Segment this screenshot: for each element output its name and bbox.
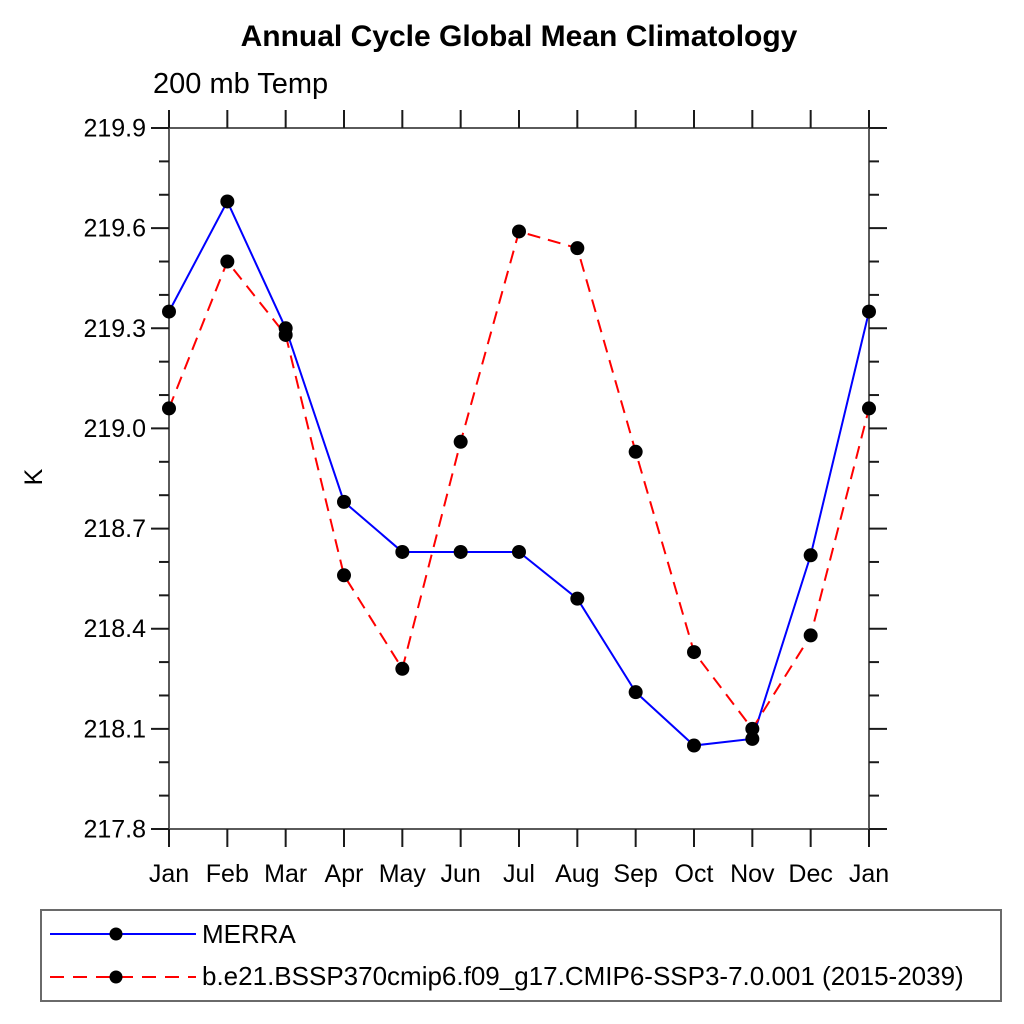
- x-tick-label: Jan: [849, 860, 889, 888]
- model-data-point: [862, 401, 876, 416]
- x-tick-label: Apr: [325, 860, 364, 888]
- legend-label-merra: MERRA: [202, 918, 296, 949]
- chart-title: Annual Cycle Global Mean Climatology: [240, 20, 798, 53]
- merra-data-point: [162, 304, 176, 319]
- model-data-point: [395, 661, 410, 676]
- model-data-point: [570, 241, 585, 256]
- merra-data-point: [337, 494, 351, 509]
- model-data-point: [745, 721, 760, 736]
- model-data-point: [278, 327, 293, 342]
- y-tick-label: 219.9: [83, 115, 146, 143]
- y-tick-label: 218.7: [83, 515, 146, 543]
- x-tick-label: Nov: [730, 860, 775, 888]
- merra-data-point: [745, 731, 760, 746]
- x-tick-label: Jan: [149, 860, 189, 888]
- chart-subtitle: 200 mb Temp: [153, 68, 329, 100]
- model-line: [168, 230, 870, 731]
- merra-line-swatch: [50, 927, 196, 941]
- y-tick-label: 219.3: [83, 315, 146, 343]
- x-tick-label: Jul: [503, 860, 535, 888]
- x-tick-label: Dec: [788, 860, 832, 888]
- x-tick-label: Jun: [441, 860, 481, 888]
- model-swatch-marker-icon: [109, 970, 123, 984]
- merra-data-point: [628, 685, 643, 700]
- merra-data-point: [687, 738, 701, 753]
- legend-item-model: b.e21.BSSP370cmip6.f09_g17.CMIP6-SSP3-7.…: [48, 958, 994, 997]
- model-line-swatch: [50, 970, 196, 984]
- model-data-point: [803, 628, 818, 643]
- y-tick-label: 219.6: [83, 215, 146, 243]
- model-data-point: [512, 224, 526, 239]
- merra-data-point: [395, 544, 410, 559]
- x-tick-label: Mar: [264, 860, 307, 888]
- x-tick-label: Feb: [206, 860, 249, 888]
- merra-data-point: [453, 544, 468, 559]
- model-data-point: [220, 254, 235, 269]
- legend-item-merra: MERRA: [48, 915, 994, 954]
- legend-label-model: b.e21.BSSP370cmip6.f09_g17.CMIP6-SSP3-7.…: [202, 961, 964, 992]
- x-tick-label: May: [379, 860, 427, 888]
- y-tick-label: 217.8: [83, 816, 146, 844]
- model-data-point: [687, 645, 701, 660]
- merra-line: [168, 199, 870, 747]
- model-data-point: [628, 444, 643, 459]
- merra-data-point: [570, 591, 585, 606]
- x-tick-label: Oct: [675, 860, 714, 888]
- merra-data-point: [220, 194, 235, 209]
- y-tick-label: 218.4: [83, 615, 146, 643]
- y-tick-label: 219.0: [83, 415, 146, 443]
- model-data-point: [453, 434, 468, 449]
- model-data-point: [162, 401, 176, 416]
- x-tick-label: Aug: [555, 860, 599, 888]
- plot-area: 217.8 218.1 218.4 218.7 219.0 219.3 219.6 219.9…: [83, 110, 889, 888]
- x-tick-label: Sep: [613, 860, 657, 888]
- merra-data-point: [862, 304, 876, 319]
- merra-data-point: [512, 544, 526, 559]
- legend: MERRA b.e21.BSSP370cmip6.f09_g17.CMIP6-S…: [40, 909, 1002, 1002]
- merra-data-point: [803, 548, 818, 563]
- y-tick-label: 218.1: [83, 715, 146, 743]
- merra-swatch-marker-icon: [109, 927, 123, 941]
- model-data-point: [337, 568, 351, 583]
